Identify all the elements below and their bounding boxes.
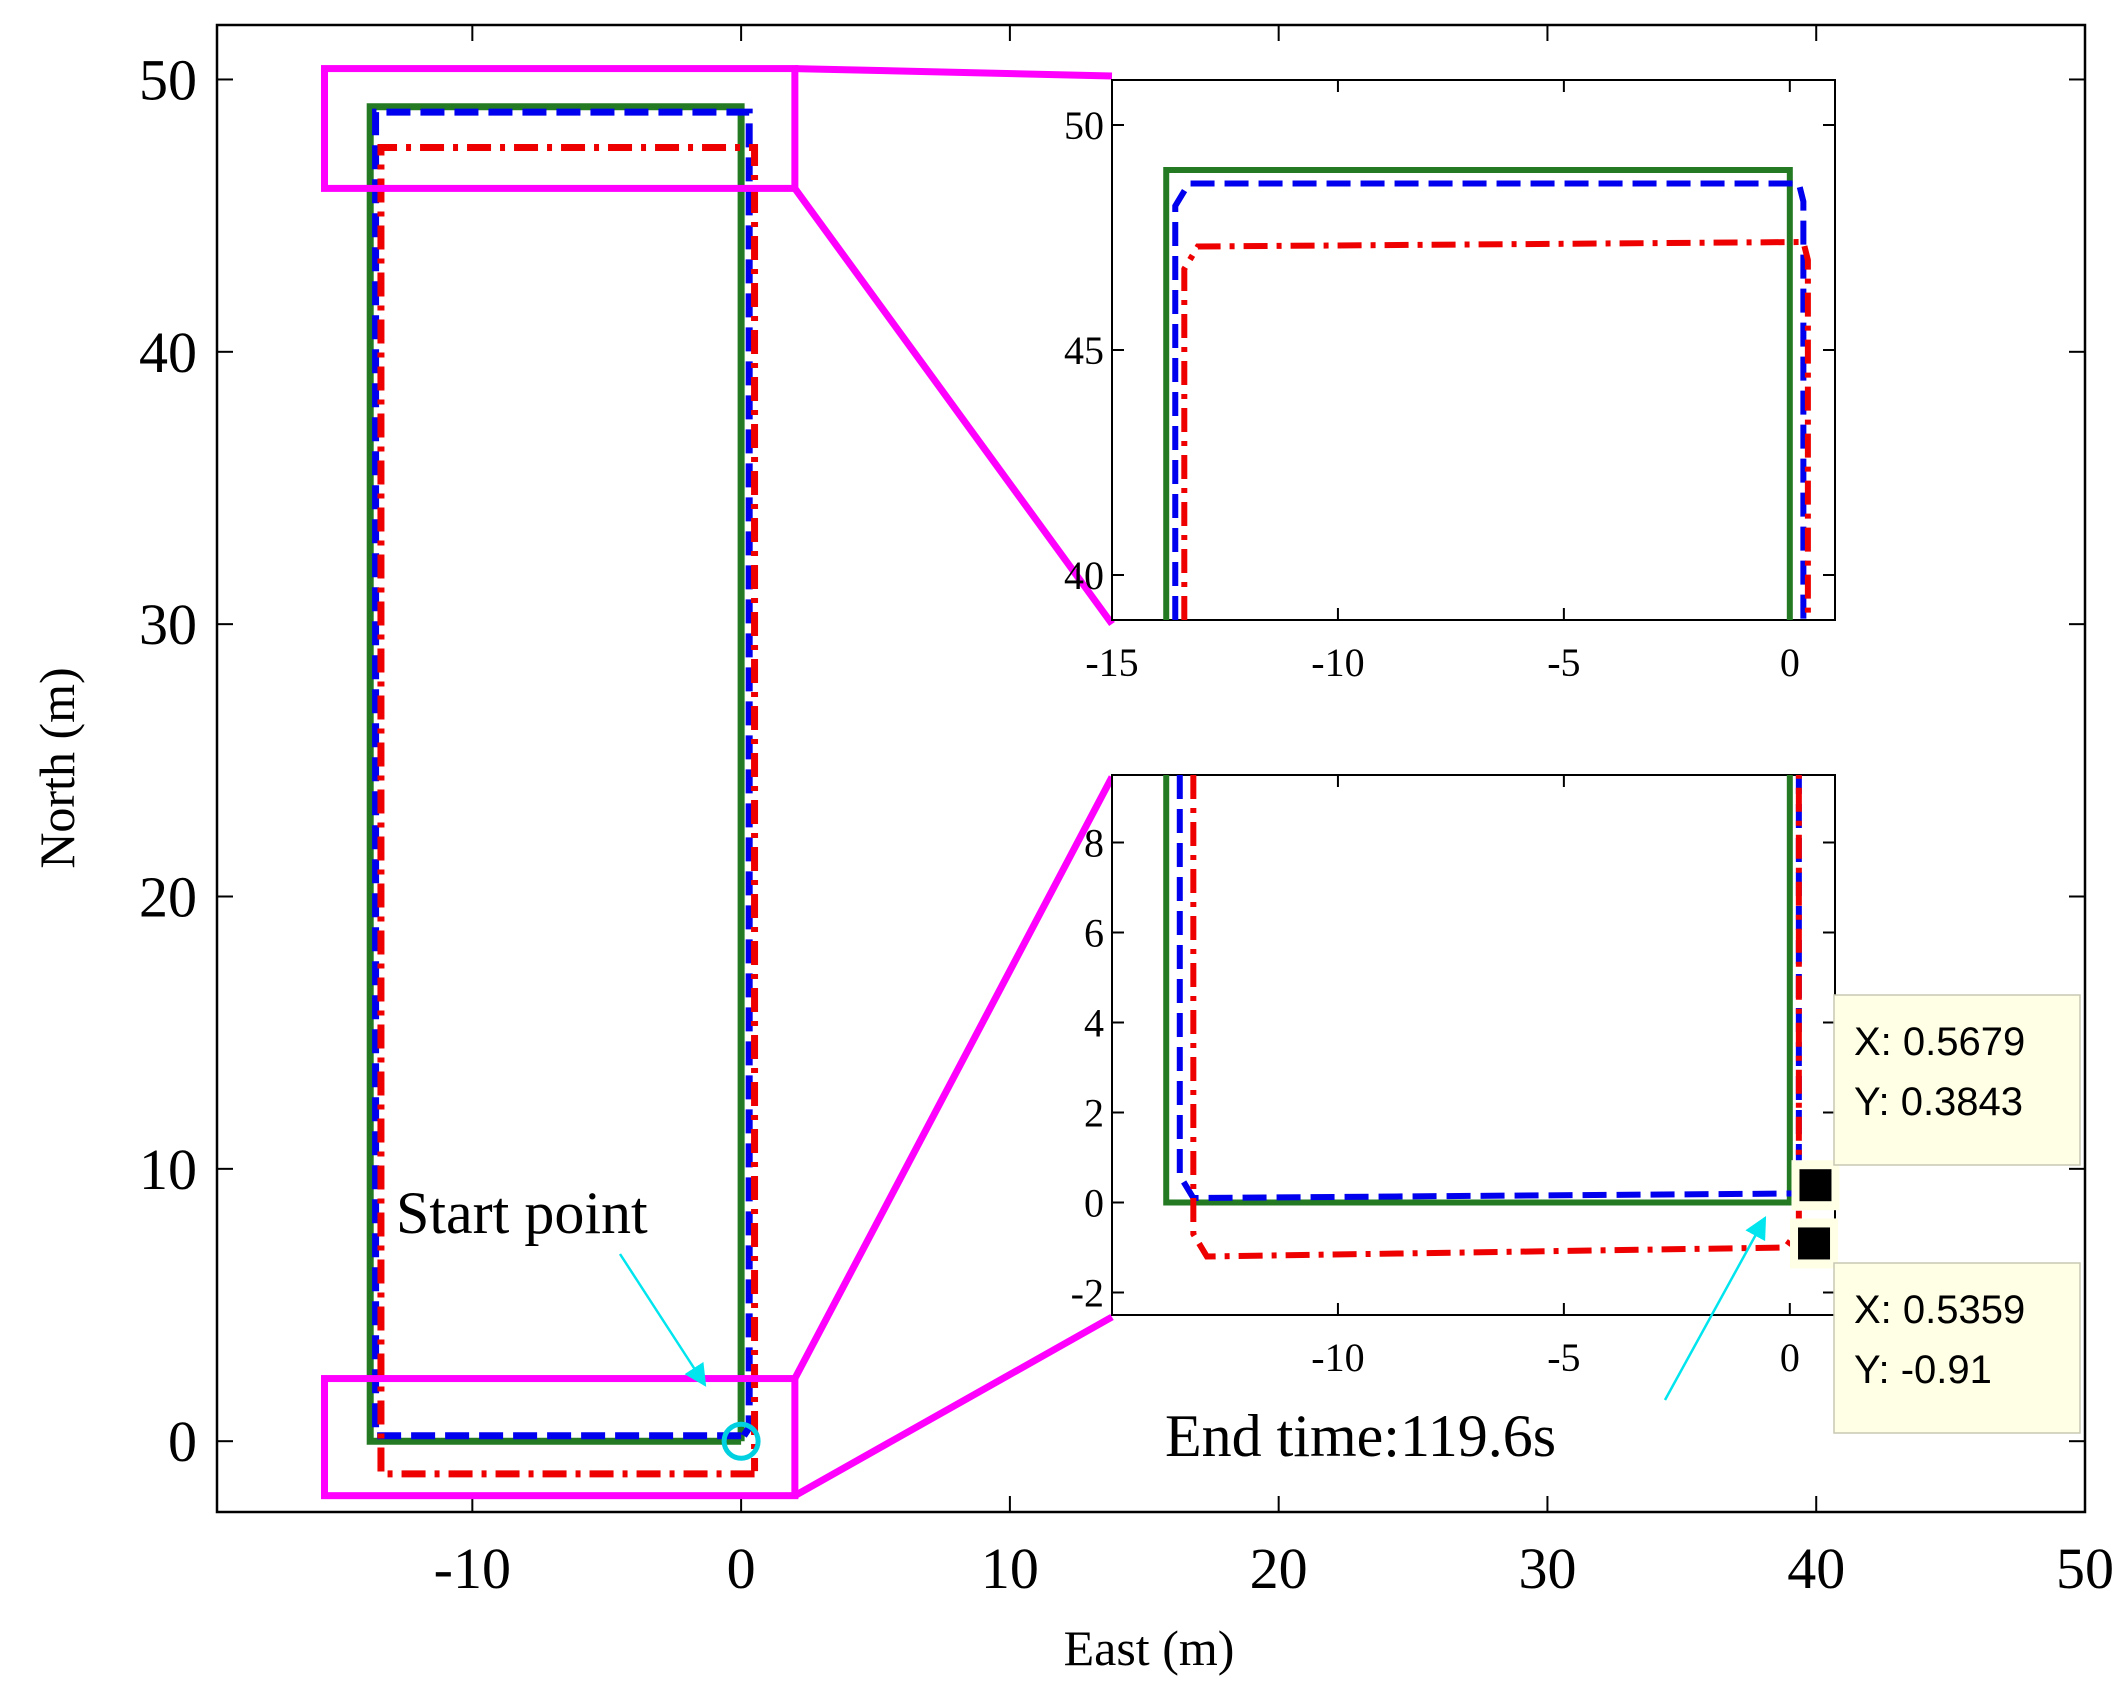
start-point-arrow [618,1253,707,1387]
main-x-tick-label: -10 [434,1536,511,1601]
inset-top-series-group [1163,167,1811,620]
main-x-tick-label: 30 [1518,1536,1576,1601]
data-tip-box-0[interactable] [1833,994,2081,1166]
main-x-tick-label: 40 [1787,1536,1845,1601]
inset-top-plot: -15 -10 -5 0 40 45 50 [1064,79,1836,685]
inset-bottom-plot: -10 -5 0 -2 0 2 4 6 8 X: 0.5679 Y: 0.3843 X: 0.53… [1071,774,2081,1434]
main-series-group [366,103,761,1478]
main-y-tick-label: 10 [139,1137,197,1202]
inset-bottom-y-tick-label: 4 [1084,1001,1104,1046]
data-tips: X: 0.5679 Y: 0.3843 X: 0.5359 Y: -0.91 [1790,994,2081,1434]
main-y-tick-label: 40 [139,320,197,385]
zoom-connector-1 [792,186,1115,627]
inset-top-y-tick-label: 45 [1064,328,1104,373]
inset-bottom-series-group [1163,775,1802,1260]
inset-top-x-tick-label: -5 [1547,640,1580,685]
zoom-box-1 [321,1375,799,1500]
inset-bottom-y-tick-label: -2 [1071,1271,1104,1316]
inset-top-series-1-line [1172,180,1807,620]
inset-bottom-y-tick-label: 6 [1084,911,1104,956]
inset-bottom-series-1-line [1176,775,1802,1202]
inset-top-x-tick-label: -10 [1311,640,1364,685]
data-tip-y-text-0: Y: 0.3843 [1854,1080,2023,1124]
start-point-marker [721,1421,761,1461]
inset-bottom-y-tick-label: 8 [1084,821,1104,866]
zoom-connector-2 [791,775,1116,1381]
inset-top-x-tick-label: -15 [1085,640,1138,685]
inset-top-y-axis: 40 45 50 [1064,103,1835,598]
main-y-tick-label: 50 [139,47,197,112]
inset-bottom-series-0-line [1163,775,1793,1206]
inset-bottom-y-tick-label: 0 [1084,1181,1104,1226]
data-tip-marker-1[interactable] [1798,1227,1831,1260]
main-series-0-line [366,103,745,1445]
inset-top-x-axis: -15 -10 -5 0 [1085,80,1800,685]
inset-top-y-tick-label: 50 [1064,103,1104,148]
inset-bottom-x-tick-label: 0 [1780,1335,1800,1380]
inset-top-series-0-line [1163,167,1793,620]
inset-top-x-tick-label: 0 [1780,640,1800,685]
inset-top-y-tick-label: 40 [1064,553,1104,598]
inset-bottom-frame [1111,774,1836,1316]
main-y-tick-label: 0 [168,1409,197,1474]
inset-bottom-x-tick-label: -5 [1547,1335,1580,1380]
main-x-tick-label: 50 [2056,1536,2114,1601]
main-y-tick-label: 30 [139,592,197,657]
end-time-label: End time:119.6s [1165,1403,1556,1469]
x-axis-label: East (m) [1064,1620,1235,1676]
inset-bottom-y-tick-label: 2 [1084,1091,1104,1136]
inset-bottom-series-2-line [1190,775,1802,1260]
main-series-2-line [377,144,759,1478]
main-series-1-line [372,108,753,1440]
data-tip-x-text-1: X: 0.5359 [1854,1288,2025,1332]
inset-bottom-y-axis: -2 0 2 4 6 8 [1071,821,1835,1316]
zoom-indicators [321,65,1116,1500]
data-tip-marker-0[interactable] [1799,1169,1832,1202]
main-x-axis: -10 0 10 20 30 40 50 [434,25,2114,1601]
inset-top-frame [1111,79,1836,621]
main-x-tick-label: 0 [727,1536,756,1601]
annotations: Start point End time:119.6s [396,1180,1767,1469]
start-point-label: Start point [396,1180,648,1246]
main-x-tick-label: 10 [981,1536,1039,1601]
end-time-arrow [1663,1216,1767,1401]
data-tip-y-text-1: Y: -0.91 [1854,1348,1992,1392]
main-x-tick-label: 20 [1250,1536,1308,1601]
data-tip-x-text-0: X: 0.5679 [1854,1020,2025,1064]
inset-top-series-2-line [1181,238,1811,620]
inset-bottom-x-tick-label: -10 [1311,1335,1364,1380]
zoom-connector-3 [793,1313,1114,1499]
zoom-connector-0 [794,65,1113,80]
y-axis-label: North (m) [29,667,85,868]
data-tip-box-1[interactable] [1833,1262,2081,1434]
zoom-box-0 [321,65,799,192]
main-y-tick-label: 20 [139,865,197,930]
